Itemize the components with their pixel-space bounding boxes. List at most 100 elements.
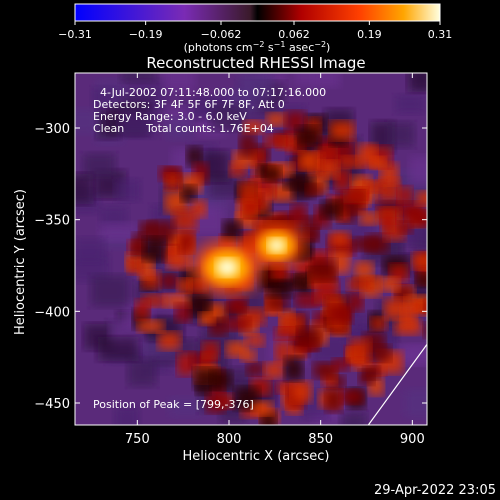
emission-sources [193, 224, 305, 294]
texture-cell [347, 278, 372, 291]
texture-cell [114, 405, 140, 425]
source-peak [216, 258, 239, 277]
y-tick-label: −350 [34, 214, 70, 229]
colorbar-strip [74, 3, 441, 22]
texture-cell [332, 358, 350, 371]
texture-cell [162, 73, 196, 92]
texture-cell [158, 331, 181, 350]
plot-frame [74, 72, 428, 426]
texture-cell [266, 112, 287, 126]
x-tick-label: 850 [308, 432, 333, 447]
texture-cell [380, 210, 395, 233]
texture-cell [210, 103, 245, 131]
annotation-clean: Clean [93, 122, 124, 135]
texture-cell [409, 156, 427, 186]
texture-cell [342, 190, 367, 203]
texture-cell [340, 389, 363, 404]
texture-cell [290, 204, 307, 226]
annotation-energy: Energy Range: 3.0 - 6.0 keV [93, 110, 247, 123]
texture-cell [370, 317, 387, 331]
texture-cell [340, 411, 367, 425]
texture-cell [224, 317, 250, 332]
texture-cell [264, 362, 285, 379]
texture-cell [313, 362, 337, 379]
texture-cell [328, 305, 353, 324]
texture-cell [238, 180, 260, 203]
texture-cell [99, 222, 137, 242]
x-tick-label: 900 [400, 432, 425, 447]
texture-cell [412, 253, 427, 270]
texture-cell [135, 299, 150, 320]
texture-cell [262, 166, 282, 182]
texture-cell [120, 73, 157, 83]
source-peak [267, 238, 286, 253]
texture-cell [243, 120, 264, 134]
texture-cell [359, 212, 379, 225]
annotation-time-range: 4-Jul-2002 07:11:48.000 to 07:17:16.000 [100, 86, 326, 99]
texture-cell [357, 143, 377, 167]
x-axis-ticks: 750 800 850 900 [125, 73, 425, 447]
annotation-total-counts: Total counts: 1.76E+04 [145, 122, 274, 135]
texture-cell [304, 225, 319, 241]
texture-cell [161, 274, 177, 288]
texture-cell [165, 117, 193, 141]
texture-cell [284, 357, 303, 381]
texture-cell [143, 237, 166, 261]
colorbar-tick-label: 0.19 [357, 28, 382, 41]
texture-cell [352, 237, 376, 252]
annotation-detectors: Detectors: 3F 4F 5F 6F 7F 8F, Att 0 [93, 98, 285, 111]
texture-cell [329, 231, 350, 247]
texture-cell [167, 249, 191, 270]
x-tick-label: 800 [217, 432, 242, 447]
y-tick-label: −300 [34, 122, 70, 137]
texture-cell [138, 319, 164, 333]
annotations: 4-Jul-2002 07:11:48.000 to 07:17:16.000 … [93, 86, 326, 411]
image-area [75, 73, 427, 425]
colorbar-tick-label: −0.062 [201, 28, 242, 41]
texture-cell [119, 110, 159, 138]
texture-cell [164, 174, 181, 190]
texture-cell [330, 121, 355, 140]
texture-cell [168, 397, 203, 418]
y-axis-label: Heliocentric Y (arcsec) [13, 189, 28, 335]
texture-cell [187, 291, 211, 316]
texture-cell [127, 358, 157, 387]
colorbar-tick-label: 0.31 [428, 28, 453, 41]
texture-cell [423, 322, 427, 338]
texture-cell [252, 400, 273, 416]
y-axis-ticks: −300 −350 −400 −450 [34, 122, 427, 412]
texture-cell [291, 381, 312, 403]
texture-cell [181, 185, 197, 202]
colorbar-ticks: −0.31 −0.19 −0.062 0.062 0.19 0.31 [58, 21, 452, 41]
texture-cell [415, 191, 427, 206]
texture-cell [363, 366, 380, 380]
texture-cell [379, 277, 400, 292]
texture-cell [239, 133, 256, 158]
texture-cell [228, 297, 248, 312]
texture-cell [127, 258, 144, 274]
colorbar-tick-label: −0.31 [58, 28, 92, 41]
texture-cell [411, 210, 427, 227]
texture-cell [245, 334, 265, 347]
texture-cell [293, 73, 318, 87]
texture-cell [415, 273, 427, 287]
x-axis-label: Heliocentric X (arcsec) [183, 449, 330, 464]
texture-cell [206, 389, 225, 413]
texture-cell [310, 259, 337, 281]
texture-cell [222, 220, 242, 241]
texture-cell [398, 221, 413, 234]
texture-cell [407, 73, 427, 92]
footer-timestamp: 29-Apr-2022 23:05 [374, 483, 496, 498]
texture-cell [305, 184, 322, 197]
texture-cell [267, 280, 293, 298]
texture-cell [397, 186, 413, 205]
texture-cell [175, 303, 192, 323]
texture-cell [311, 73, 341, 88]
texture-cell [210, 370, 232, 390]
x-tick-label: 750 [125, 432, 150, 447]
texture-cell [186, 146, 202, 167]
texture-cell [90, 275, 130, 307]
colorbar: −0.31 −0.19 −0.062 0.062 0.19 0.31 (photons c… [58, 3, 452, 54]
texture-cell [299, 151, 318, 171]
